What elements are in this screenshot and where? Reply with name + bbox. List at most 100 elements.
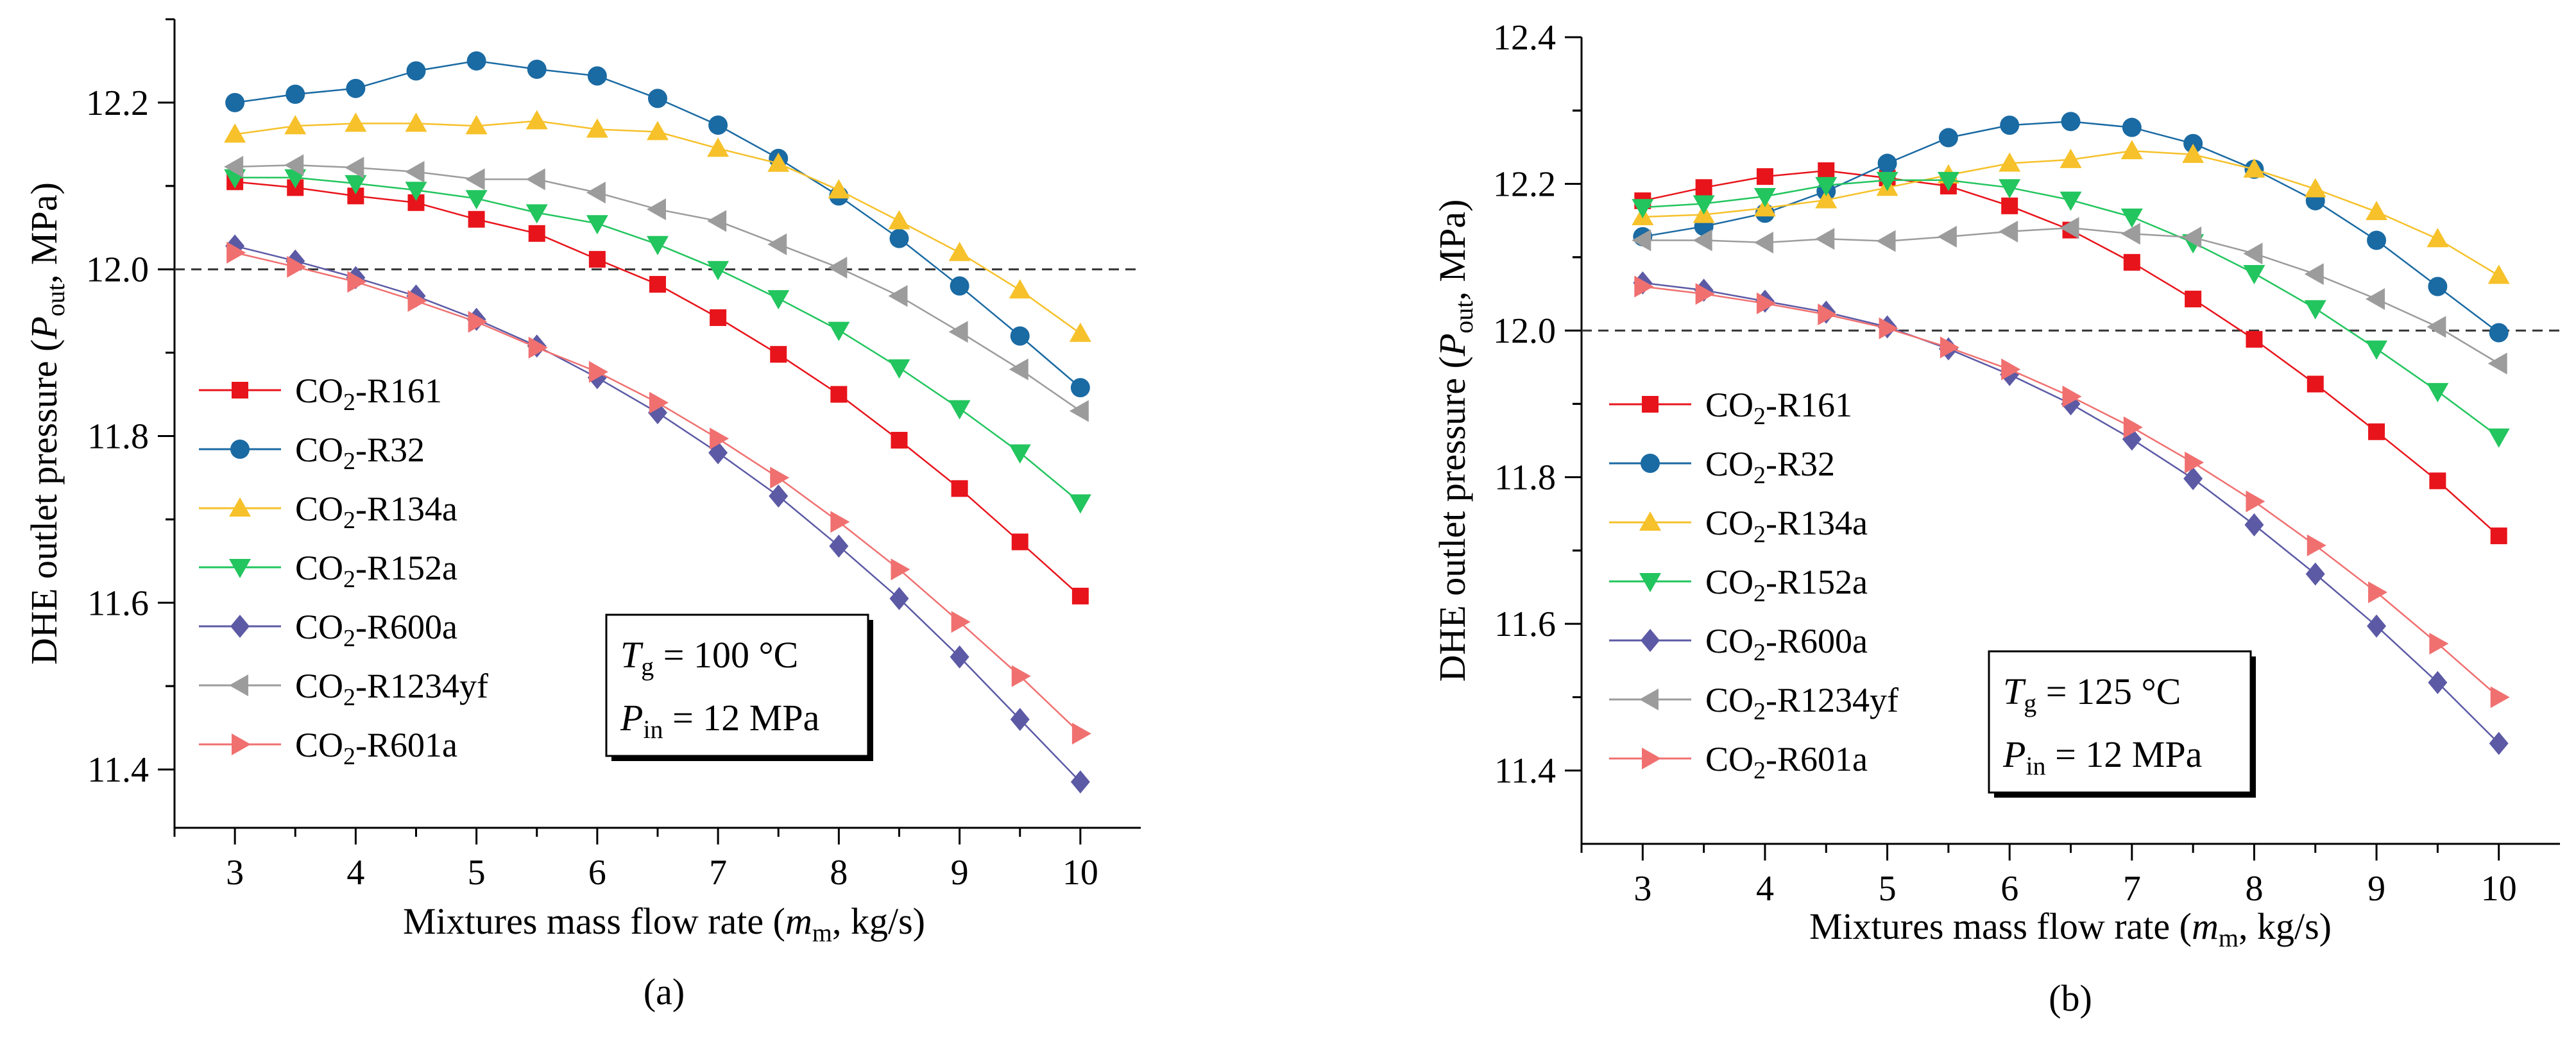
legend-marker bbox=[229, 559, 251, 578]
data-point bbox=[1937, 225, 1957, 248]
data-point bbox=[1876, 230, 1896, 252]
data-point bbox=[889, 228, 909, 248]
data-point bbox=[468, 311, 488, 333]
y-tick-label: 11.6 bbox=[1494, 604, 1556, 644]
y-tick-label: 12.0 bbox=[1493, 311, 1556, 351]
x-tick-label: 7 bbox=[2123, 869, 2141, 909]
data-point bbox=[1938, 128, 1958, 148]
data-point bbox=[588, 361, 608, 383]
conditions-box-frame bbox=[605, 613, 869, 757]
data-point bbox=[1815, 228, 1835, 250]
legend-item: CO2-R1234yf bbox=[199, 667, 488, 711]
data-point bbox=[2367, 230, 2387, 250]
data-point bbox=[2490, 686, 2510, 708]
data-point bbox=[528, 225, 545, 242]
data-point bbox=[345, 112, 367, 132]
data-point bbox=[1999, 152, 2021, 172]
data-point bbox=[1695, 282, 1715, 305]
data-point bbox=[647, 121, 669, 141]
legend-label: CO2-R601a bbox=[1705, 740, 1868, 784]
data-point bbox=[465, 168, 485, 191]
data-point bbox=[829, 534, 849, 558]
data-point bbox=[1010, 326, 1030, 346]
y-tick-label: 11.6 bbox=[87, 583, 149, 623]
x-tick-label: 8 bbox=[2245, 869, 2263, 909]
data-point bbox=[2123, 253, 2140, 271]
y-tick-label: 12.2 bbox=[86, 83, 149, 123]
legend-label: CO2-R32 bbox=[295, 431, 425, 475]
data-point bbox=[1818, 162, 1835, 179]
data-point bbox=[2427, 316, 2446, 338]
data-point bbox=[345, 175, 367, 194]
legend-item: CO2-R32 bbox=[199, 431, 425, 475]
x-tick-label: 8 bbox=[830, 853, 848, 893]
data-point bbox=[588, 251, 606, 268]
legend-item: CO2-R600a bbox=[199, 608, 457, 652]
series-co2-r601a bbox=[1634, 275, 2510, 708]
data-point bbox=[767, 290, 790, 310]
panel-label: (b) bbox=[2049, 977, 2092, 1019]
data-point bbox=[226, 241, 246, 264]
x-tick-label: 7 bbox=[709, 853, 727, 893]
data-point bbox=[586, 215, 608, 235]
data-point bbox=[466, 51, 486, 71]
legend-item: CO2-R152a bbox=[199, 549, 457, 593]
y-axis-title: DHE outlet pressure (Pout, MPa) bbox=[1431, 200, 1478, 682]
data-point bbox=[2366, 200, 2388, 220]
chart-panel-b: 3 4 5 6 7 8 9 10 11.4 11.6 11.8 12.0 12.2 12.4 CO2-R16… bbox=[1431, 18, 2560, 1019]
data-point bbox=[2122, 117, 2142, 137]
legend-marker bbox=[1641, 629, 1660, 652]
data-point bbox=[2304, 300, 2326, 320]
data-point bbox=[1010, 708, 1030, 732]
data-point bbox=[888, 359, 910, 379]
legend-item: CO2-R161 bbox=[1609, 386, 1852, 430]
data-point bbox=[2304, 263, 2324, 286]
data-point bbox=[2000, 116, 2020, 135]
legend-item: CO2-R1234yf bbox=[1609, 681, 1898, 725]
series-line bbox=[234, 60, 1081, 389]
x-tick-label: 5 bbox=[468, 853, 486, 893]
x-tick-label: 4 bbox=[1756, 869, 1774, 909]
data-point bbox=[2487, 352, 2507, 375]
data-point bbox=[2487, 264, 2510, 284]
legend-label: CO2-R601a bbox=[295, 726, 457, 770]
data-point bbox=[525, 168, 545, 191]
legend-marker bbox=[1639, 573, 1661, 592]
data-point bbox=[2185, 290, 2202, 307]
data-point bbox=[287, 255, 307, 278]
data-point bbox=[1756, 168, 1773, 185]
legend-label: CO2-R152a bbox=[295, 549, 457, 593]
legend-label: CO2-R1234yf bbox=[295, 667, 488, 711]
data-point bbox=[2367, 614, 2387, 638]
data-point bbox=[830, 386, 848, 403]
data-point bbox=[830, 511, 850, 533]
conditions-box: Tg = 100 °C Pin = 12 MPa bbox=[605, 613, 873, 761]
data-point bbox=[1009, 279, 1031, 299]
data-point bbox=[1011, 533, 1028, 551]
data-point bbox=[2304, 178, 2326, 198]
data-point bbox=[1011, 665, 1031, 687]
data-point bbox=[2060, 191, 2082, 211]
legend-item: CO2-R601a bbox=[1609, 740, 1868, 784]
series-line bbox=[234, 120, 1081, 334]
data-point bbox=[951, 611, 971, 633]
data-point bbox=[2182, 226, 2202, 248]
legend-marker bbox=[230, 440, 250, 459]
data-point bbox=[284, 115, 307, 135]
data-point bbox=[770, 467, 790, 489]
data-point bbox=[1632, 229, 1651, 252]
legend-marker bbox=[1641, 454, 1660, 473]
data-point bbox=[586, 118, 608, 138]
condition-line: Pin = 12 MPa bbox=[2002, 733, 2202, 780]
data-point bbox=[406, 61, 426, 81]
series-co2-r601a bbox=[226, 241, 1091, 745]
data-point bbox=[828, 321, 850, 341]
y-tick-label: 12.0 bbox=[86, 250, 149, 290]
x-tick-label: 4 bbox=[346, 853, 364, 893]
data-point bbox=[2060, 217, 2079, 239]
data-point bbox=[587, 66, 607, 86]
data-point bbox=[2060, 148, 2082, 168]
x-axis-title: Mixtures mass flow rate (mm, kg/s) bbox=[1809, 905, 2332, 952]
data-point bbox=[2429, 472, 2446, 490]
